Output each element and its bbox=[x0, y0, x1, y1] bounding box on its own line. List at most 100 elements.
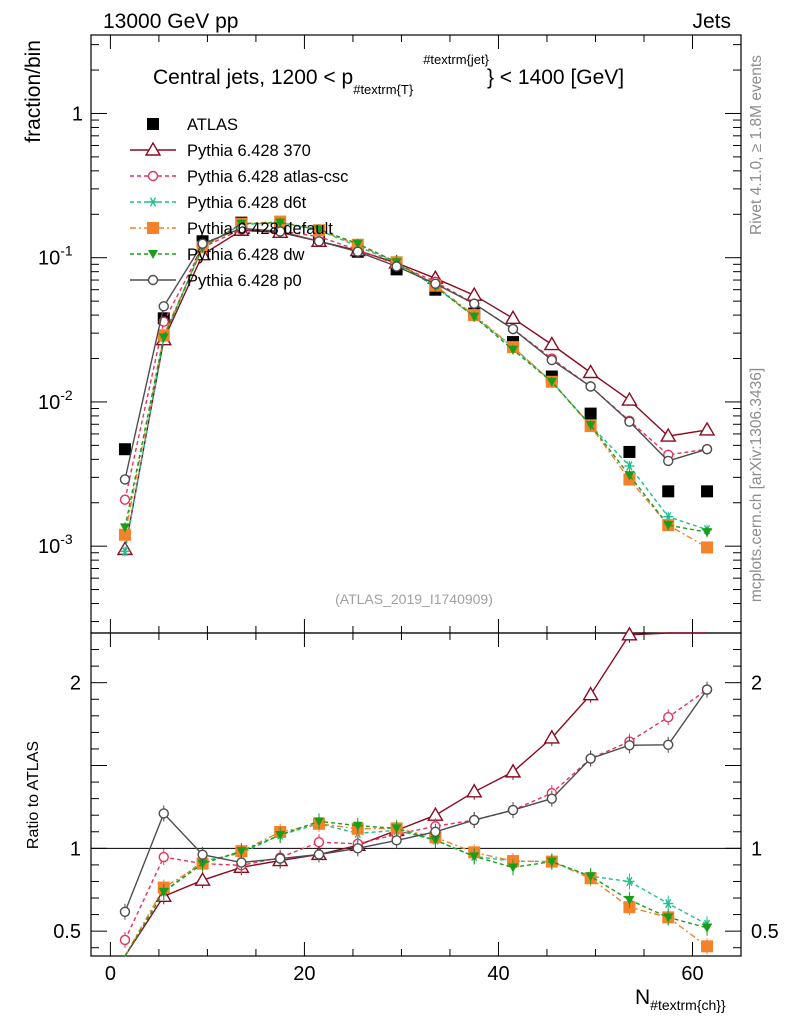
data-point bbox=[543, 336, 561, 351]
ratio-point bbox=[158, 851, 169, 863]
data-point bbox=[119, 546, 130, 557]
analysis-id: (ATLAS_2019_I1740909) bbox=[335, 591, 493, 607]
chart-title: Central jets, 1200 < p#textrm{T} #textrm{… bbox=[153, 52, 624, 97]
ratio-point bbox=[702, 923, 713, 933]
ratio-tick-label-right: 2 bbox=[751, 673, 762, 695]
ratio-point bbox=[663, 712, 674, 723]
title-sub: #textrm{T} bbox=[353, 82, 414, 97]
data-point bbox=[584, 407, 597, 420]
ratio-point bbox=[701, 940, 714, 953]
ratio-point bbox=[197, 849, 208, 860]
ratio-point bbox=[585, 872, 596, 882]
y-tick-base: 10 bbox=[38, 536, 60, 558]
y-tick-label: 1 bbox=[72, 103, 83, 125]
y-tick-label: 10-3 bbox=[38, 531, 73, 558]
ratio-point bbox=[313, 849, 325, 860]
x-label-end: } bbox=[721, 997, 726, 1013]
data-point bbox=[469, 298, 480, 309]
data-point bbox=[118, 443, 131, 456]
ratio-point bbox=[313, 836, 325, 848]
ratio-point bbox=[352, 821, 363, 831]
jets-label: Jets bbox=[692, 10, 731, 33]
data-point bbox=[119, 494, 131, 505]
data-point bbox=[118, 528, 131, 541]
ratio-point bbox=[194, 871, 211, 886]
x-tick-label: 20 bbox=[293, 963, 315, 985]
data-point bbox=[698, 421, 716, 436]
data-point bbox=[504, 309, 522, 325]
data-point bbox=[158, 301, 169, 312]
title-sup: #textrm{jet} bbox=[423, 52, 489, 67]
ratio-line bbox=[124, 823, 708, 957]
ratio-point bbox=[469, 852, 480, 862]
ratio-point bbox=[119, 906, 131, 917]
legend-marker bbox=[148, 197, 158, 207]
ratio-point bbox=[469, 814, 480, 826]
data-point bbox=[623, 445, 636, 458]
ratio-point bbox=[236, 857, 247, 868]
ratio-point bbox=[158, 808, 169, 819]
mcplots-label: mcplots.cern.ch [arXiv:1306.3436] bbox=[748, 368, 765, 602]
data-point bbox=[546, 377, 557, 387]
legend-marker bbox=[144, 141, 162, 156]
ratio-point bbox=[275, 831, 286, 841]
data-point bbox=[313, 236, 325, 247]
ratio-point bbox=[236, 847, 247, 857]
legend-marker bbox=[147, 222, 159, 234]
series-line bbox=[124, 228, 708, 500]
ratio-point bbox=[274, 853, 286, 864]
y-tick-base: 10 bbox=[38, 392, 60, 414]
legend-marker bbox=[147, 118, 159, 130]
ratio-frame bbox=[90, 632, 742, 957]
ratio-line bbox=[124, 689, 708, 941]
legend-label: Pythia 6.428 dw bbox=[187, 246, 304, 264]
data-point bbox=[701, 444, 713, 455]
ratio-point bbox=[543, 729, 561, 744]
series-line bbox=[124, 229, 708, 550]
data-point bbox=[274, 226, 286, 237]
title-main: Central jets, 1200 < p bbox=[153, 66, 353, 89]
legend-label: Pythia 6.428 370 bbox=[187, 142, 311, 160]
ratio-point bbox=[663, 739, 674, 751]
main-ticks: 10-310-210-11 bbox=[38, 44, 741, 623]
ratio-point bbox=[158, 887, 169, 897]
rivet-label: Rivet 4.1.0, ≥ 1.8M events bbox=[748, 55, 765, 235]
data-point bbox=[624, 461, 635, 471]
ratio-point bbox=[624, 895, 635, 905]
y-tick-exp: -3 bbox=[60, 531, 73, 547]
data-point bbox=[546, 354, 558, 366]
data-point bbox=[158, 333, 169, 343]
ratio-series bbox=[119, 626, 714, 957]
data-point bbox=[702, 528, 713, 538]
legend-marker bbox=[148, 250, 158, 259]
ratio-point bbox=[582, 686, 599, 701]
ratio-point bbox=[391, 835, 402, 846]
ratio-point bbox=[546, 793, 558, 804]
data-point bbox=[352, 239, 363, 249]
data-point bbox=[197, 238, 208, 249]
ratio-point bbox=[701, 684, 713, 695]
x-label-sub: #textrm{ch} bbox=[650, 997, 721, 1013]
ratio-point bbox=[465, 783, 483, 798]
data-point bbox=[508, 345, 519, 355]
data-point bbox=[430, 278, 441, 289]
x-tick-label: 40 bbox=[487, 963, 509, 985]
ratio-point bbox=[430, 836, 441, 846]
ratio-point bbox=[624, 876, 635, 887]
ratio-line bbox=[124, 823, 708, 957]
legend-label: ATLAS bbox=[187, 116, 238, 134]
ratio-point bbox=[508, 863, 519, 873]
series-line bbox=[124, 221, 708, 533]
x-tick-label: 60 bbox=[681, 963, 703, 985]
energy-label: 13000 GeV pp bbox=[103, 10, 238, 33]
ratio-point bbox=[624, 740, 635, 751]
data-point bbox=[119, 523, 130, 533]
data-point bbox=[701, 485, 714, 498]
data-point bbox=[469, 312, 480, 322]
ratio-tick-label: 0.5 bbox=[53, 921, 81, 943]
data-point bbox=[507, 323, 519, 335]
data-point bbox=[701, 541, 714, 554]
ratio-point bbox=[585, 753, 596, 764]
ratio-point bbox=[546, 857, 557, 867]
title-end: } < 1400 [GeV] bbox=[487, 66, 624, 89]
